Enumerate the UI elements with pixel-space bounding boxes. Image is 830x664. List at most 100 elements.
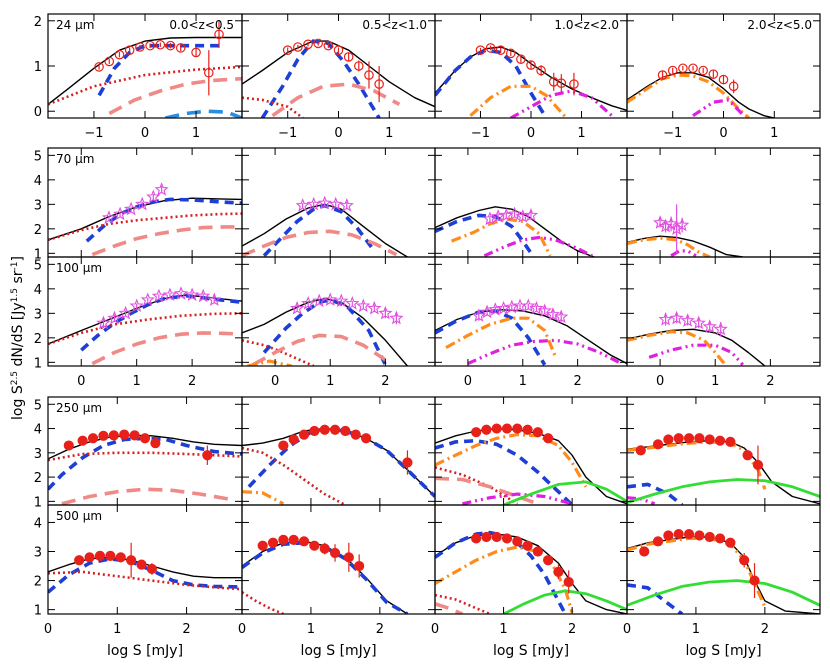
series-line-blue — [260, 39, 381, 118]
data-point — [334, 293, 349, 308]
y-tick-label: 1 — [34, 247, 42, 262]
panel-frame — [626, 256, 821, 367]
data-point — [309, 425, 320, 437]
series-line-total — [627, 72, 775, 118]
panel — [241, 147, 436, 258]
data-point — [105, 550, 116, 561]
data-point — [123, 201, 139, 216]
y-tick-label: 1 — [34, 356, 42, 371]
series-line-orange — [435, 433, 588, 488]
data-point — [667, 65, 678, 76]
series-line-total — [435, 46, 627, 111]
panel: −1 0 1 1.0<z<2.0 — [434, 13, 628, 141]
data-point — [713, 321, 728, 336]
data-point — [725, 436, 736, 447]
data-point — [140, 292, 155, 306]
data-point — [485, 43, 496, 53]
data-point — [702, 319, 717, 333]
data-point — [350, 429, 361, 440]
data-point — [139, 433, 151, 444]
x-tick-label: 1 — [711, 374, 719, 389]
data-point — [328, 196, 343, 211]
data-point — [704, 531, 715, 543]
data-point — [658, 218, 673, 233]
series-line-total — [48, 36, 242, 105]
data-point — [104, 56, 115, 67]
data-point — [364, 70, 374, 80]
data-point — [673, 528, 684, 540]
data-point — [175, 43, 186, 53]
series-line-dashed-pink — [91, 225, 242, 257]
panel: −1 0 1 2.0<z<5.0 — [626, 13, 821, 141]
panel: 0 1 2 — [623, 504, 821, 637]
panel-frame — [626, 504, 821, 615]
panel — [626, 396, 821, 506]
y-tick-label: 3 — [34, 198, 42, 213]
x-tick-label: 1 — [192, 126, 200, 141]
x-axis-titles: log S [mJy] log S [mJy] log S [mJy] log S [… — [107, 643, 762, 659]
panel: 0 1 2 — [238, 504, 436, 637]
series-line-blue — [435, 48, 548, 118]
data-point — [319, 424, 330, 435]
data-point — [94, 62, 104, 72]
data-point — [196, 288, 211, 303]
data-point — [714, 435, 726, 446]
data-point — [507, 206, 522, 221]
data-point — [569, 79, 579, 89]
data-point — [537, 303, 552, 317]
data-point — [333, 45, 344, 55]
x-tick-label: 0 — [431, 622, 439, 637]
data-point — [389, 310, 404, 325]
panel: 0 1 2 — [626, 256, 821, 389]
data-point — [652, 536, 664, 547]
data-point — [289, 300, 305, 315]
data-point — [115, 552, 126, 563]
y-tick-label: 5 — [34, 149, 42, 164]
series-line-blue — [262, 203, 376, 257]
data-point — [162, 287, 178, 302]
data-point — [323, 40, 334, 51]
data-point — [742, 450, 753, 461]
series-line-dotted-red — [48, 570, 242, 591]
x-tick-label: 1 — [770, 126, 778, 141]
panel-frame — [434, 256, 628, 367]
data-point — [207, 292, 222, 306]
series-line-blue — [80, 293, 242, 352]
y-tick-label: 3 — [34, 447, 42, 462]
data-point — [312, 293, 327, 308]
panel — [434, 147, 628, 258]
series-line-dashed-pink — [271, 82, 401, 118]
series-line-orange — [469, 84, 568, 118]
data-point — [119, 429, 130, 440]
series-line-dotted-red — [242, 446, 347, 505]
data-point — [402, 457, 413, 468]
x-tick-label: 0 — [238, 622, 246, 637]
data-point — [652, 439, 664, 450]
data-point — [257, 540, 268, 551]
series-line-magenta — [483, 235, 595, 257]
data-point — [136, 559, 147, 570]
y-tick-label: 1 — [34, 495, 42, 510]
y-tick-label: 4 — [34, 283, 42, 298]
data-point — [728, 81, 739, 92]
series-line-blue — [262, 298, 388, 366]
data-point — [471, 308, 487, 322]
data-point — [683, 433, 695, 444]
data-point — [340, 425, 351, 437]
y-tick-label: 3 — [34, 546, 42, 561]
data-point — [145, 40, 155, 51]
data-point — [124, 45, 135, 55]
x-tick-label: 1 — [307, 622, 315, 637]
data-point — [317, 195, 332, 210]
data-point — [471, 427, 482, 438]
data-point — [184, 287, 200, 301]
x-tick-label: 0 — [334, 126, 342, 141]
series-line-blue — [85, 197, 242, 243]
data-point — [343, 52, 354, 62]
data-point — [635, 445, 646, 456]
data-point — [298, 429, 310, 440]
data-point — [146, 563, 158, 575]
y-tick-label: 5 — [34, 258, 42, 273]
panel: 0 1 2 −1 0 1 24 µm 0.0<z<0.5 — [34, 13, 243, 141]
panel: 1 2 3 4 5 0 1 2 100 µm — [34, 256, 243, 389]
